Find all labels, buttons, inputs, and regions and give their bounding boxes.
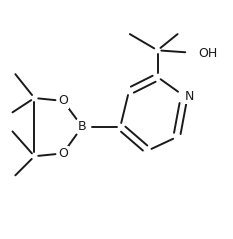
Text: O: O xyxy=(58,147,68,160)
Text: O: O xyxy=(58,94,68,107)
Text: B: B xyxy=(78,120,86,133)
Text: OH: OH xyxy=(199,47,218,60)
Text: N: N xyxy=(184,90,194,103)
